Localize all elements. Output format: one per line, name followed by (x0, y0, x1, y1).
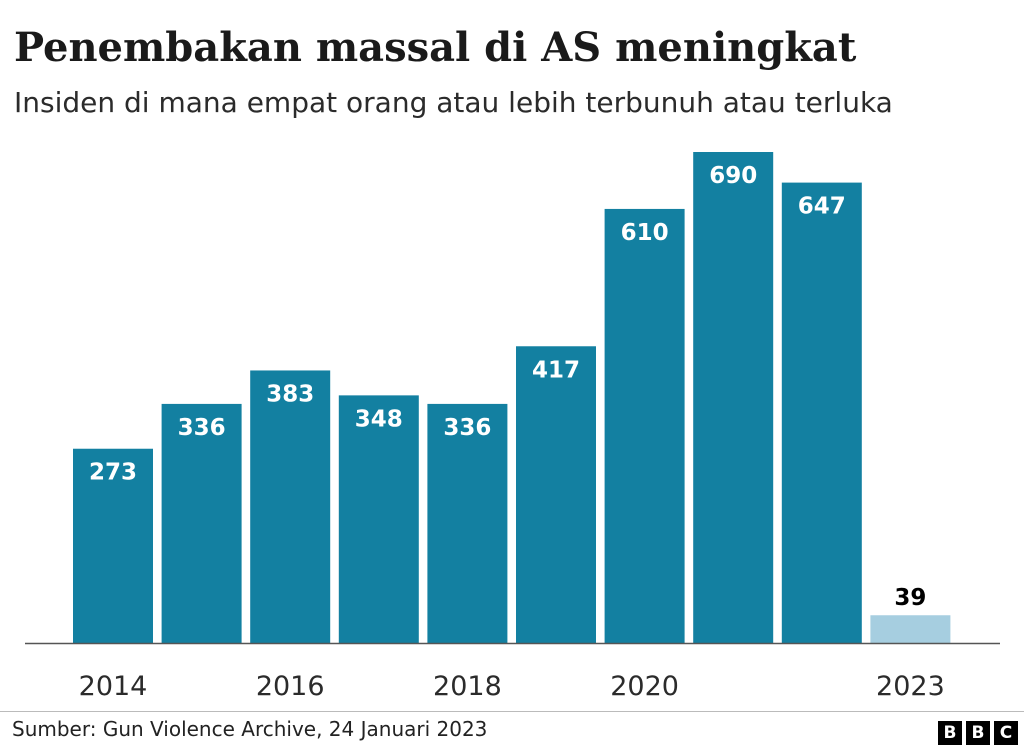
bar-label-2014: 273 (89, 460, 137, 486)
chart-subtitle: Insiden di mana empat orang atau lebih t… (14, 86, 893, 119)
bar-2022 (781, 182, 862, 643)
bar-2018 (427, 403, 508, 643)
bar-label-2016: 383 (266, 381, 314, 407)
bar-label-2020: 610 (621, 220, 669, 246)
bar-2019 (516, 346, 596, 643)
source-note: Sumber: Gun Violence Archive, 24 Januari… (12, 717, 488, 741)
x-tick-label-2023: 2023 (876, 671, 945, 702)
bar-label-2019: 417 (532, 357, 580, 383)
x-tick-label-2018: 2018 (433, 671, 502, 702)
bar-label-2017: 348 (355, 406, 403, 432)
bar-label-2015: 336 (178, 415, 226, 441)
footer-divider (0, 711, 1024, 712)
bbc-logo-letter-b1: B (938, 721, 962, 745)
x-tick-label-2014: 2014 (79, 671, 148, 702)
bar-2020 (604, 208, 685, 643)
bar-2016 (250, 370, 331, 643)
bar-chart: 273 336 383 348 336 417 610 690 647 39 2014 2016 201… (25, 152, 1000, 702)
bar-label-2023: 39 (894, 585, 926, 611)
x-tick-label-2016: 2016 (256, 671, 325, 702)
bar-2014 (73, 448, 153, 643)
bar-2017 (338, 395, 419, 643)
bar-label-2018: 336 (443, 415, 491, 441)
bar-label-2021: 690 (709, 163, 757, 189)
bar-2023 (870, 615, 951, 643)
x-tick-label-2020: 2020 (610, 671, 679, 702)
bbc-logo-letter-b2: B (966, 721, 990, 745)
bbc-logo-letter-c: C (994, 721, 1018, 745)
bar-label-2022: 647 (798, 194, 846, 220)
bar-2021 (693, 152, 774, 643)
bar-2015 (161, 403, 242, 643)
bbc-logo: B B C (938, 721, 1018, 745)
chart-title: Penembakan massal di AS meningkat (14, 24, 857, 71)
